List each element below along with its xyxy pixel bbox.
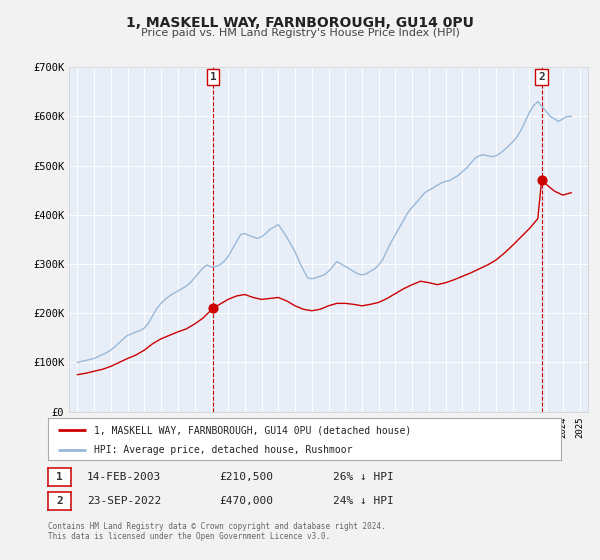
Text: £210,500: £210,500 [219, 472, 273, 482]
Text: 14-FEB-2003: 14-FEB-2003 [87, 472, 161, 482]
Text: Price paid vs. HM Land Registry's House Price Index (HPI): Price paid vs. HM Land Registry's House … [140, 28, 460, 38]
Text: 1, MASKELL WAY, FARNBOROUGH, GU14 0PU (detached house): 1, MASKELL WAY, FARNBOROUGH, GU14 0PU (d… [94, 425, 412, 435]
Point [537, 176, 547, 185]
Text: 1: 1 [210, 72, 217, 82]
Text: HPI: Average price, detached house, Rushmoor: HPI: Average price, detached house, Rush… [94, 445, 353, 455]
Text: 2: 2 [56, 496, 63, 506]
Text: 1: 1 [56, 472, 63, 482]
Text: This data is licensed under the Open Government Licence v3.0.: This data is licensed under the Open Gov… [48, 532, 330, 541]
Text: 26% ↓ HPI: 26% ↓ HPI [333, 472, 394, 482]
Text: 1, MASKELL WAY, FARNBOROUGH, GU14 0PU: 1, MASKELL WAY, FARNBOROUGH, GU14 0PU [126, 16, 474, 30]
Text: Contains HM Land Registry data © Crown copyright and database right 2024.: Contains HM Land Registry data © Crown c… [48, 522, 386, 531]
Text: £470,000: £470,000 [219, 496, 273, 506]
Text: 23-SEP-2022: 23-SEP-2022 [87, 496, 161, 506]
Text: 2: 2 [538, 72, 545, 82]
Point [209, 304, 218, 312]
Text: 24% ↓ HPI: 24% ↓ HPI [333, 496, 394, 506]
